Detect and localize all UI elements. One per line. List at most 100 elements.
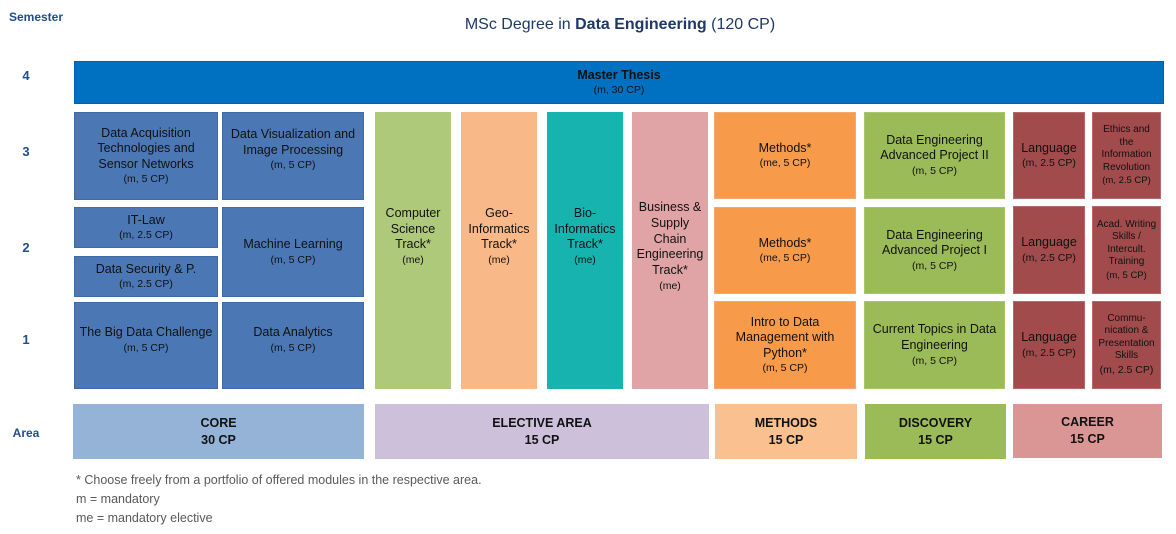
- module-name: Ethics and the Information Revolution: [1101, 124, 1152, 173]
- area-name: METHODS: [754, 415, 818, 430]
- semester-2-label: 2: [22, 240, 30, 255]
- semester-4-label: 4: [22, 68, 30, 83]
- module-credits: (m, 5 CP): [270, 253, 316, 266]
- module-ethics-information-revolution: Ethics and the Information Revolution (m…: [1092, 112, 1161, 199]
- area-credits: 15 CP: [1070, 432, 1105, 446]
- module-data-analytics: Data Analytics (m, 5 CP): [222, 302, 364, 389]
- module-credits: (m, 5 CP): [912, 260, 957, 273]
- area-career: CAREER 15 CP: [1013, 404, 1162, 458]
- footnote-star: * Choose freely from a portfolio of offe…: [76, 473, 482, 487]
- module-it-law: IT-Law (m, 2.5 CP): [74, 207, 218, 248]
- track-credits: (me): [488, 253, 510, 266]
- module-credits: (m, 5 CP): [123, 341, 169, 354]
- area-name: CORE: [200, 415, 237, 430]
- track-geo-informatics: Geo-Informatics Track* (me): [461, 112, 537, 389]
- module-data-acquisition: Data Acquisition Technologies and Sensor…: [74, 112, 218, 200]
- module-advanced-project-2: Data Engineering Advanced Project II (m,…: [864, 112, 1005, 199]
- title-prefix: MSc Degree in: [464, 16, 576, 33]
- module-master-thesis: Master Thesis (m, 30 CP): [74, 61, 1164, 104]
- module-language-sem1: Language (m, 2.5 CP): [1013, 301, 1085, 389]
- semester-1-label: 1: [22, 332, 30, 347]
- module-name: IT-Law: [127, 212, 165, 227]
- module-name: Language: [1021, 330, 1077, 345]
- module-intro-data-management-python: Intro to Data Management with Python* (m…: [714, 301, 856, 389]
- module-name: Acad. Writing Skills / Intercult. Traini…: [1096, 218, 1157, 268]
- module-credits: (m, 5 CP): [912, 165, 957, 178]
- module-name: Data Visualization and Image Processing: [230, 127, 356, 157]
- title-program: Data Engineering: [575, 16, 707, 33]
- module-language-sem3: Language (m, 2.5 CP): [1013, 112, 1085, 199]
- track-name: Computer Science Track*: [385, 206, 441, 252]
- module-name: Language: [1021, 235, 1077, 250]
- area-name: CAREER: [1061, 415, 1114, 430]
- module-credits: (m, 5 CP): [123, 173, 169, 186]
- module-credits: (m, 5 CP): [270, 159, 316, 172]
- module-data-security: Data Security & P. (m, 2.5 CP): [74, 256, 218, 297]
- module-credits: (me, 5 CP): [759, 157, 811, 170]
- module-language-sem2: Language (m, 2.5 CP): [1013, 206, 1085, 294]
- module-name: Current Topics in Data Engineering: [872, 322, 997, 352]
- area-core: CORE 30 CP: [73, 404, 364, 459]
- module-credits: (m, 2.5 CP): [1102, 175, 1151, 187]
- module-credits: (m, 2.5 CP): [1022, 346, 1076, 359]
- track-credits: (me): [402, 253, 424, 266]
- module-name: Data Engineering Advanced Project I: [882, 227, 987, 258]
- track-credits: (me): [574, 253, 596, 266]
- module-credits: (m, 5 CP): [912, 354, 957, 367]
- page-title: MSc Degree in Data Engineering (120 CP): [0, 16, 1176, 34]
- track-bio-informatics: Bio-Informatics Track* (me): [547, 112, 623, 389]
- module-name: Data Security & P.: [95, 261, 197, 276]
- module-credits: (m, 2.5 CP): [1022, 157, 1076, 170]
- module-credits: (m, 5 CP): [762, 362, 808, 375]
- track-computer-science: Computer Science Track* (me): [375, 112, 451, 389]
- module-credits: (m, 30 CP): [593, 84, 645, 97]
- module-name: Data Analytics: [253, 325, 333, 339]
- module-name: Data Engineering Advanced Project II: [880, 132, 989, 163]
- area-credits: 15 CP: [768, 432, 804, 447]
- track-name: Bio-Informatics Track*: [554, 206, 616, 252]
- module-name: Methods*: [758, 235, 812, 250]
- module-big-data-challenge: The Big Data Challenge (m, 5 CP): [74, 302, 218, 389]
- area-credits: 15 CP: [524, 432, 560, 447]
- track-name: Geo-Informatics Track*: [468, 206, 530, 252]
- module-communication-presentation: Commu-nication & Presentation Skills (m,…: [1092, 301, 1161, 389]
- module-advanced-project-1: Data Engineering Advanced Project I (m, …: [864, 207, 1005, 294]
- module-name: Data Acquisition Technologies and Sensor…: [97, 125, 195, 171]
- track-name: Business & Supply Chain Engineering Trac…: [636, 200, 704, 277]
- module-academic-writing: Acad. Writing Skills / Intercult. Traini…: [1092, 206, 1161, 294]
- area-name: ELECTIVE AREA: [492, 415, 592, 430]
- module-credits: (m, 5 CP): [1106, 269, 1147, 281]
- module-data-visualization: Data Visualization and Image Processing …: [222, 112, 364, 200]
- module-credits: (me, 5 CP): [759, 252, 811, 265]
- semester-3-label: 3: [22, 144, 30, 159]
- module-methods-sem3: Methods* (me, 5 CP): [714, 112, 856, 199]
- module-name: The Big Data Challenge: [79, 325, 213, 339]
- module-name: Language: [1021, 140, 1077, 155]
- module-name: Intro to Data Management with Python*: [735, 314, 835, 360]
- footnote-mandatory: m = mandatory: [76, 492, 160, 506]
- area-elective: ELECTIVE AREA 15 CP: [375, 404, 709, 459]
- module-current-topics: Current Topics in Data Engineering (m, 5…: [864, 301, 1005, 389]
- footnote-mandatory-elective: me = mandatory elective: [76, 511, 213, 525]
- module-name: Methods*: [758, 140, 812, 155]
- area-label: Area: [12, 426, 40, 440]
- semester-header-label: Semester: [8, 10, 64, 24]
- module-credits: (m, 2.5 CP): [1099, 363, 1154, 376]
- module-name: Master Thesis: [577, 67, 661, 82]
- area-credits: 30 CP: [201, 432, 236, 447]
- module-credits: (m, 2.5 CP): [1022, 251, 1076, 264]
- module-methods-sem2: Methods* (me, 5 CP): [714, 207, 856, 294]
- module-credits: (m, 2.5 CP): [119, 278, 173, 291]
- module-name: Machine Learning: [243, 237, 343, 252]
- track-credits: (me): [659, 279, 681, 292]
- area-name: DISCOVERY: [898, 415, 973, 430]
- area-discovery: DISCOVERY 15 CP: [865, 404, 1006, 459]
- title-suffix: (120 CP): [706, 16, 776, 33]
- area-methods: METHODS 15 CP: [715, 404, 857, 459]
- module-name: Commu-nication & Presentation Skills: [1098, 312, 1155, 362]
- module-machine-learning: Machine Learning (m, 5 CP): [222, 207, 364, 297]
- module-credits: (m, 2.5 CP): [119, 229, 173, 242]
- track-business-supply-chain: Business & Supply Chain Engineering Trac…: [632, 112, 708, 389]
- area-credits: 15 CP: [918, 432, 953, 447]
- module-credits: (m, 5 CP): [270, 341, 316, 354]
